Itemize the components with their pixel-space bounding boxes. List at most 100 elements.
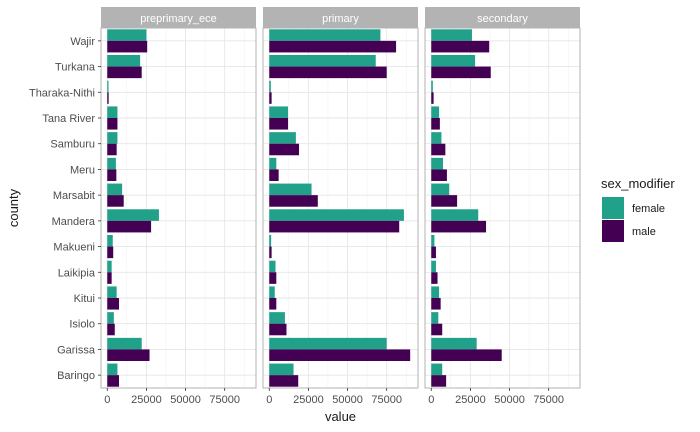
bar-female-tharaka-nithi — [269, 80, 271, 93]
facet-strip-label: primary — [322, 13, 359, 25]
x-tick-label: 25000 — [455, 394, 486, 406]
bar-female-laikipia — [269, 260, 276, 273]
bar-male-meru — [107, 169, 117, 181]
x-tick-label: 50000 — [332, 394, 363, 406]
bar-female-baringo — [269, 363, 294, 376]
facet-strip-label: secondary — [477, 13, 528, 25]
bar-male-baringo — [431, 375, 447, 387]
facet-panels: preprimary_ece 0 25000 50000 75000 primary 0 25… — [100, 7, 581, 406]
bar-female-turkana — [431, 55, 476, 67]
bar-male-isiolo — [269, 323, 287, 336]
bar-male-tharaka-nithi — [107, 92, 109, 104]
y-tick-label: Isiolo — [69, 319, 95, 331]
bar-male-makueni — [431, 246, 436, 259]
legend-label-female: female — [632, 203, 665, 215]
facet-panel-primary: primary 0 25000 50000 75000 — [262, 7, 419, 406]
bar-female-baringo — [107, 363, 118, 376]
y-tick-label: Wajir — [70, 36, 95, 48]
bar-female-marsabit — [431, 183, 450, 196]
x-tick-label: 0 — [104, 394, 110, 406]
bar-female-laikipia — [107, 260, 112, 273]
bar-male-tharaka-nithi — [269, 92, 272, 104]
x-tick-label: 0 — [266, 394, 272, 406]
x-tick-label: 25000 — [131, 394, 162, 406]
bar-male-wajir — [107, 40, 148, 53]
legend-swatch-female — [602, 197, 624, 219]
bar-male-marsabit — [431, 195, 458, 207]
bar-female-mandera — [269, 209, 404, 221]
bar-female-samburu — [107, 132, 118, 144]
bar-female-makueni — [431, 235, 435, 247]
bar-female-tana-river — [269, 106, 289, 118]
bar-female-marsabit — [269, 183, 312, 196]
bar-female-wajir — [269, 29, 381, 41]
bar-female-meru — [269, 157, 277, 170]
bar-female-baringo — [431, 363, 443, 376]
facet-strip — [263, 7, 418, 28]
bar-female-tana-river — [431, 106, 440, 118]
bar-male-tana-river — [269, 118, 289, 130]
bar-male-baringo — [107, 375, 120, 387]
facet-strip-label: preprimary_ece — [140, 13, 216, 25]
bar-female-mandera — [431, 209, 479, 221]
bar-female-tharaka-nithi — [107, 80, 109, 93]
y-tick-label: Mandera — [52, 216, 96, 228]
x-tick-label: 75000 — [209, 394, 240, 406]
bar-female-makueni — [269, 235, 272, 247]
x-tick-label: 75000 — [533, 394, 564, 406]
bar-female-tana-river — [107, 106, 118, 118]
bar-female-garissa — [431, 337, 477, 350]
bar-male-tharaka-nithi — [431, 92, 434, 104]
bar-male-samburu — [269, 143, 300, 156]
y-tick-label: Marsabit — [53, 190, 95, 202]
bar-female-kitui — [269, 286, 275, 298]
bar-male-marsabit — [107, 195, 124, 207]
bar-male-turkana — [431, 66, 491, 79]
bar-male-marsabit — [269, 195, 318, 207]
bar-male-makueni — [107, 246, 114, 259]
y-tick-label: Tharaka-Nithi — [29, 87, 95, 99]
y-tick-label: Meru — [70, 164, 95, 176]
bar-female-wajir — [107, 29, 147, 41]
bar-male-baringo — [269, 375, 299, 387]
bar-female-isiolo — [107, 312, 114, 324]
legend-label-male: male — [632, 226, 656, 238]
bar-male-mandera — [107, 220, 152, 233]
panel-border — [424, 27, 581, 389]
y-axis: Wajir Turkana Tharaka-Nithi Tana River Sambu… — [29, 36, 101, 382]
x-tick-label: 50000 — [170, 394, 201, 406]
bar-male-kitui — [431, 298, 441, 310]
bar-female-kitui — [431, 286, 440, 298]
facet-strip — [425, 7, 580, 28]
bar-female-marsabit — [107, 183, 123, 196]
y-tick-label: Kitui — [74, 293, 95, 305]
bar-male-meru — [431, 169, 447, 181]
bar-male-laikipia — [107, 272, 112, 284]
bar-male-mandera — [269, 220, 400, 233]
panel-border — [262, 27, 419, 389]
panel-background — [425, 28, 580, 388]
panel-border — [100, 27, 257, 389]
bar-female-turkana — [107, 55, 141, 67]
bar-female-garissa — [107, 337, 142, 350]
x-tick-label: 0 — [428, 394, 434, 406]
bar-male-garissa — [269, 349, 411, 361]
y-tick-label: Garissa — [57, 344, 96, 356]
legend: sex_modifier female male — [601, 176, 675, 242]
bar-female-tharaka-nithi — [431, 80, 433, 93]
y-tick-label: Samburu — [50, 139, 95, 151]
y-tick-label: Turkana — [55, 62, 96, 74]
facet-panel-secondary: secondary 0 25000 50000 75000 — [424, 7, 581, 406]
bar-male-tana-river — [431, 118, 440, 130]
bar-male-kitui — [269, 298, 277, 310]
legend-swatch-male — [602, 220, 624, 242]
y-tick-label: Baringo — [57, 370, 95, 382]
bar-male-turkana — [269, 66, 387, 79]
bar-female-kitui — [107, 286, 117, 298]
bar-female-meru — [431, 157, 444, 170]
y-tick-label: Makueni — [53, 242, 95, 254]
bar-male-isiolo — [107, 323, 115, 336]
bar-male-tana-river — [107, 118, 118, 130]
bar-male-garissa — [431, 349, 502, 361]
